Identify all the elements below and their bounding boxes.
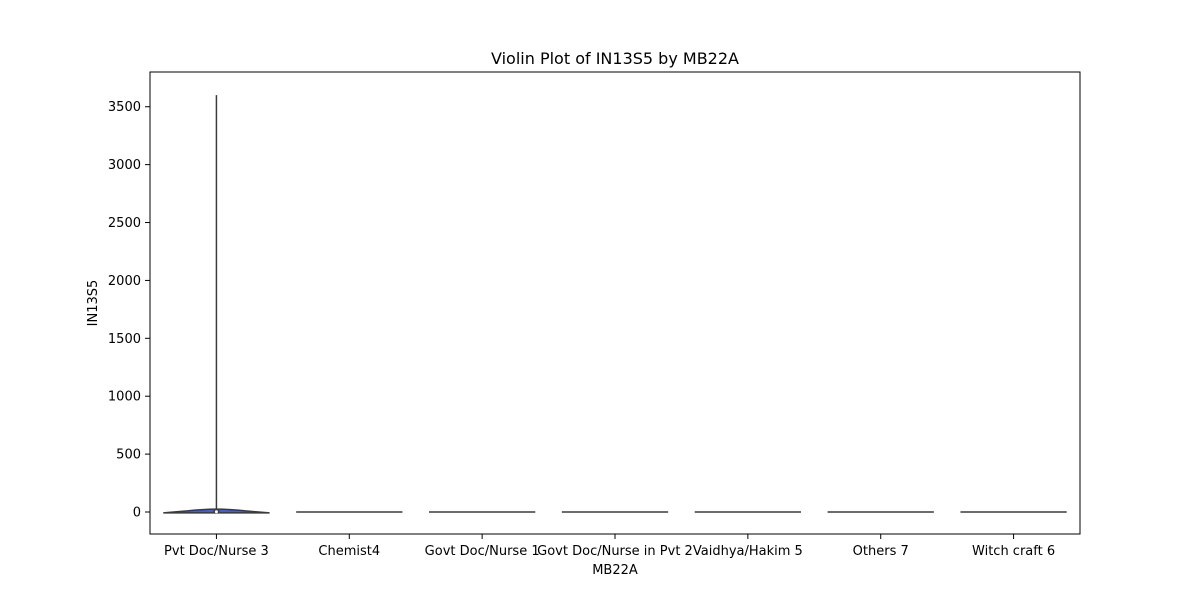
- y-tick-label: 0: [133, 506, 141, 521]
- y-tick-label: 1500: [108, 332, 141, 347]
- y-tick-label: 2500: [108, 216, 141, 231]
- chart-title: Violin Plot of IN13S5 by MB22A: [491, 49, 739, 68]
- violin-0: [163, 95, 270, 514]
- x-tick-label: Vaidhya/Hakim 5: [693, 544, 803, 559]
- x-axis-label: MB22A: [592, 563, 638, 578]
- y-tick-label: 3500: [108, 100, 141, 115]
- violin-median: [214, 510, 218, 514]
- x-axis-ticks: Pvt Doc/Nurse 3 Chemist4 Govt Doc/Nurse 1G…: [164, 534, 1055, 559]
- x-tick-label: Govt Doc/Nurse in Pvt 2: [537, 544, 693, 559]
- x-tick-label: Others 7: [853, 544, 909, 559]
- y-axis-label: IN13S5: [86, 280, 101, 327]
- x-tick-label: Witch craft 6: [972, 544, 1055, 559]
- plot-area-frame: [149, 71, 1081, 535]
- y-axis-ticks: 0 500 1000 1500 2000 2500 3000 3500: [108, 100, 150, 521]
- x-tick-label: Govt Doc/Nurse 1: [425, 544, 540, 559]
- y-tick-label: 3000: [108, 158, 141, 173]
- y-tick-label: 1000: [108, 390, 141, 405]
- x-tick-label: Pvt Doc/Nurse 3: [164, 544, 269, 559]
- x-tick-label: Chemist4: [318, 544, 380, 559]
- violins-group: [163, 95, 1067, 514]
- y-tick-label: 2000: [108, 274, 141, 289]
- y-tick-label: 500: [116, 448, 141, 463]
